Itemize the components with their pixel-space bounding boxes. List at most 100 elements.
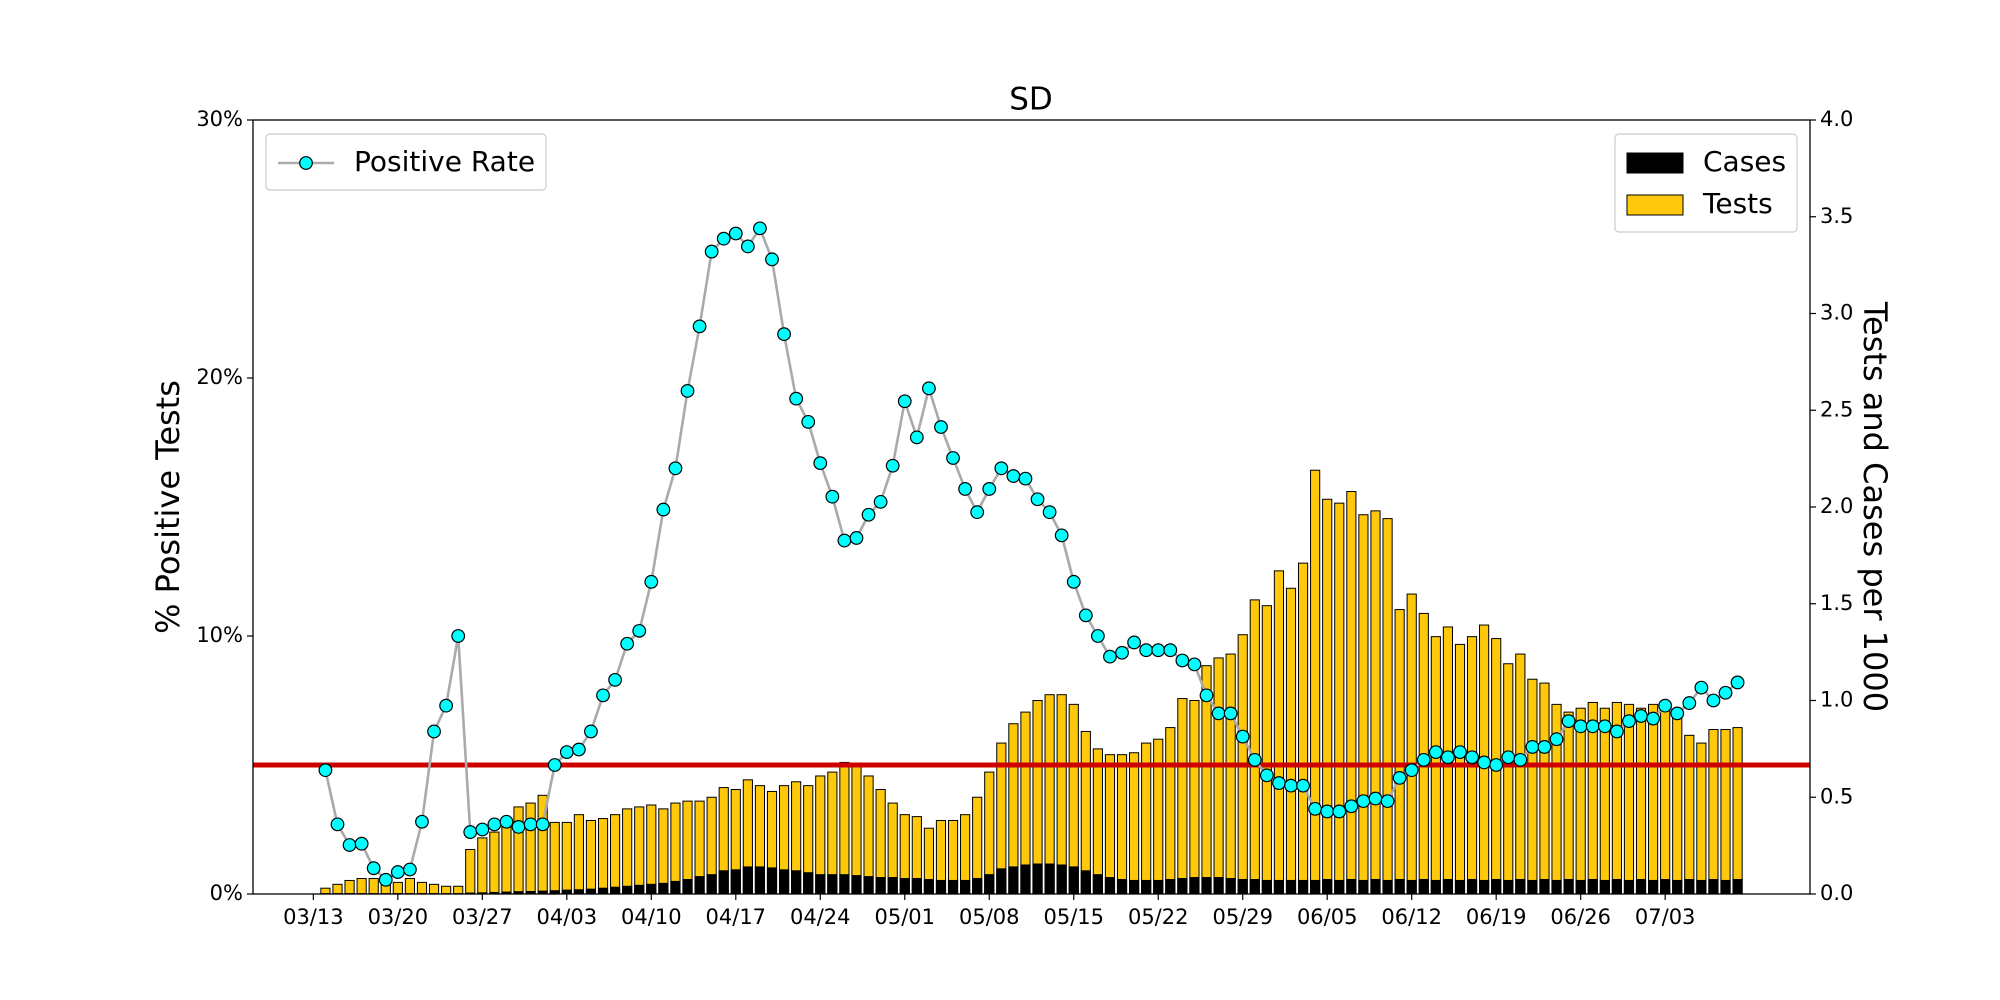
- marker: [1525, 740, 1540, 754]
- bar: [766, 867, 778, 895]
- y2-tick-label: 3.5: [1820, 204, 1853, 228]
- x-tick-label: 03/13: [283, 905, 344, 929]
- marker: [1573, 719, 1588, 734]
- marker: [1441, 750, 1455, 765]
- bar: [1491, 878, 1502, 895]
- marker: [1030, 492, 1045, 507]
- marker: [1103, 649, 1117, 664]
- chart-title: SD: [1009, 82, 1053, 118]
- marker: [1042, 505, 1057, 520]
- bar: [513, 806, 524, 895]
- bar: [1008, 866, 1019, 895]
- bar: [791, 870, 802, 895]
- bar: [1285, 587, 1297, 895]
- bar: [1660, 878, 1671, 895]
- bar: [1261, 879, 1272, 895]
- marker: [1585, 719, 1600, 734]
- marker: [463, 825, 478, 839]
- marker: [1235, 729, 1250, 744]
- bar: [597, 818, 609, 895]
- marker: [318, 763, 333, 778]
- bar: [1442, 878, 1453, 895]
- bar: [1104, 877, 1116, 895]
- bar: [1394, 878, 1405, 895]
- x-tick-label: 04/24: [790, 905, 851, 929]
- marker: [1416, 752, 1431, 767]
- bar: [670, 880, 681, 895]
- bar: [1177, 698, 1188, 895]
- x-tick-label: 05/29: [1212, 905, 1273, 929]
- bar: [1635, 707, 1647, 895]
- marker: [1453, 745, 1467, 759]
- marker: [1199, 688, 1214, 703]
- bar: [477, 837, 488, 895]
- legend-label: Positive Rate: [354, 145, 535, 178]
- marker: [789, 391, 804, 406]
- marker: [958, 482, 973, 496]
- marker: [1127, 635, 1141, 650]
- x-tick-label: 06/12: [1381, 905, 1442, 929]
- marker: [813, 456, 828, 471]
- bar: [960, 879, 971, 895]
- x-tick-label: 06/26: [1550, 905, 1611, 929]
- y2-tick-label: 0.0: [1820, 881, 1853, 905]
- marker: [596, 688, 610, 703]
- bar: [610, 814, 621, 895]
- marker: [1646, 711, 1660, 726]
- bar: [875, 877, 886, 895]
- marker: [523, 817, 538, 832]
- marker: [1694, 680, 1709, 695]
- bar: [585, 888, 597, 895]
- marker: [1163, 643, 1178, 658]
- x-tick-label: 04/03: [537, 905, 598, 929]
- marker: [1392, 771, 1407, 785]
- bar: [984, 874, 995, 895]
- bar: [1129, 879, 1140, 895]
- bar: [1153, 738, 1164, 895]
- bar: [489, 831, 500, 895]
- bar: [1672, 711, 1683, 895]
- bar: [1648, 703, 1659, 895]
- marker: [511, 820, 526, 834]
- bar: [923, 878, 934, 895]
- bar: [1623, 703, 1635, 895]
- marker: [1356, 794, 1371, 809]
- bar: [718, 870, 729, 895]
- y2-tick-label: 3.0: [1820, 301, 1853, 325]
- bar: [1732, 878, 1743, 895]
- y2-axis-label: Tests and Cases per 1000: [1856, 301, 1894, 712]
- bar: [1310, 879, 1321, 895]
- marker: [909, 430, 924, 445]
- y2-tick-label: 1.0: [1820, 688, 1853, 712]
- bar: [1563, 878, 1574, 895]
- marker: [1187, 657, 1202, 672]
- marker: [487, 817, 502, 832]
- bar: [658, 808, 669, 895]
- marker: [1634, 709, 1648, 723]
- bar: [453, 885, 464, 895]
- marker: [1706, 693, 1721, 708]
- marker: [415, 814, 429, 829]
- bar: [1527, 879, 1538, 895]
- bar: [1563, 711, 1574, 895]
- bar: [1696, 879, 1707, 895]
- bar: [561, 821, 572, 895]
- bar: [1515, 878, 1526, 895]
- marker: [1477, 755, 1492, 770]
- marker: [1066, 574, 1081, 589]
- bar: [549, 821, 560, 895]
- bar: [1635, 878, 1647, 895]
- y2-tick-label: 1.5: [1820, 591, 1853, 615]
- marker: [1115, 645, 1129, 660]
- marker: [680, 384, 695, 398]
- marker: [897, 394, 912, 409]
- bar: [1141, 879, 1152, 895]
- marker: [1211, 706, 1226, 721]
- marker: [499, 814, 514, 829]
- bar: [1225, 653, 1236, 895]
- bar: [1080, 870, 1091, 895]
- bar: [730, 869, 741, 895]
- marker: [1308, 801, 1323, 816]
- bar: [646, 883, 657, 895]
- bar: [1684, 878, 1695, 895]
